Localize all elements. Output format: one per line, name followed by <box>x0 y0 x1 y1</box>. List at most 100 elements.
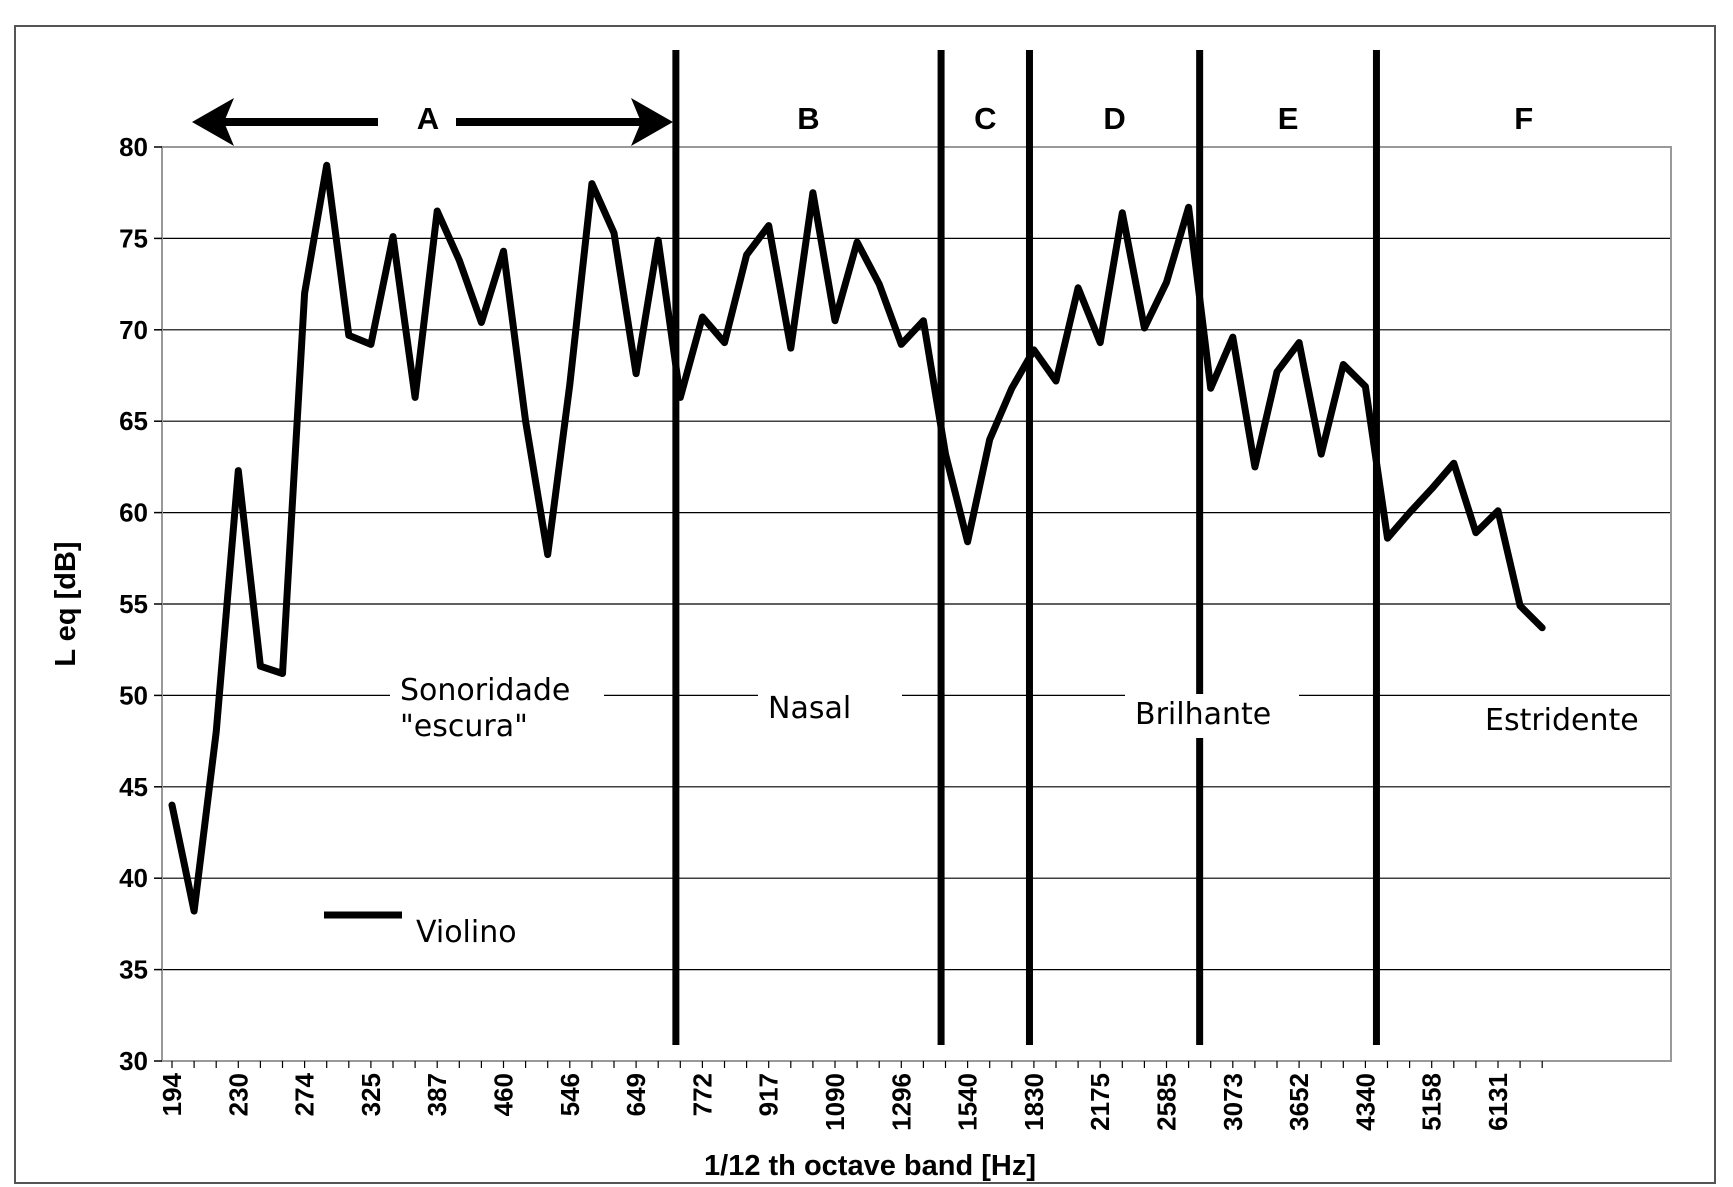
data-point <box>1275 369 1279 374</box>
grid-lines <box>162 237 1671 971</box>
data-point <box>744 252 749 257</box>
data-point <box>1186 205 1191 210</box>
x-tick-label-5158: 5158 <box>1417 1073 1447 1131</box>
y-axis-title: L eq [dB] <box>50 541 82 666</box>
data-point <box>788 346 793 351</box>
x-tick-label-387: 387 <box>422 1073 452 1116</box>
region-label-d: D <box>1103 101 1125 136</box>
data-point <box>280 671 285 676</box>
series-line-violino <box>168 161 1546 915</box>
data-point <box>656 238 661 243</box>
annotation-d: Brilhante <box>1135 697 1271 732</box>
data-point <box>1142 325 1147 330</box>
x-tick-label-1090: 1090 <box>820 1073 850 1131</box>
data-point <box>722 340 727 345</box>
data-point <box>877 282 882 287</box>
x-tick-label-3652: 3652 <box>1284 1073 1314 1131</box>
y-tick-label-75: 75 <box>119 223 148 253</box>
x-tick-label-194: 194 <box>157 1072 187 1116</box>
region-label-b: B <box>797 101 819 136</box>
data-point <box>1341 362 1346 367</box>
data-point <box>1407 510 1412 515</box>
data-point <box>1540 625 1545 630</box>
annotation-a: Sonoridade "escura" <box>400 673 570 744</box>
x-tick-label-2585: 2585 <box>1152 1073 1182 1131</box>
data-point <box>1098 340 1103 345</box>
data-point <box>368 342 373 347</box>
data-point <box>501 249 506 254</box>
data-point <box>479 320 484 325</box>
data-point <box>1496 508 1500 513</box>
x-tick-label-460: 460 <box>489 1073 519 1116</box>
region-label-e: E <box>1278 101 1299 136</box>
region-a-arrow-left-head <box>192 98 234 146</box>
x-tick-label-230: 230 <box>223 1073 253 1116</box>
data-point <box>545 552 550 557</box>
annotation-backing <box>1475 700 1669 744</box>
legend-label: Violino <box>416 915 517 950</box>
data-point <box>192 909 197 914</box>
data-point <box>899 342 904 347</box>
legend: Violino <box>324 911 517 950</box>
data-point <box>413 395 418 400</box>
data-point <box>1009 386 1014 391</box>
data-point <box>457 258 462 263</box>
data-point <box>1473 530 1478 535</box>
y-tick-label-30: 30 <box>119 1046 148 1076</box>
x-tick-label-1540: 1540 <box>953 1073 983 1131</box>
data-point <box>1518 603 1523 608</box>
data-point <box>987 437 992 442</box>
data-point <box>391 234 395 239</box>
data-point <box>810 190 815 195</box>
y-tick-label-70: 70 <box>119 315 148 345</box>
x-tick-label-772: 772 <box>687 1073 717 1116</box>
data-point <box>634 371 639 376</box>
y-tick-label-40: 40 <box>119 863 148 893</box>
region-annotations: Sonoridade "escura" Nasal Brilhante Estriden… <box>390 670 1669 754</box>
y-tick-label-65: 65 <box>119 406 148 436</box>
data-point <box>236 468 241 473</box>
x-tick-label-649: 649 <box>621 1073 651 1116</box>
data-point <box>1319 452 1324 457</box>
x-tick-label-6131: 6131 <box>1483 1073 1513 1131</box>
annotation-backing <box>758 688 902 732</box>
data-point <box>1164 280 1169 285</box>
x-tick-label-4340: 4340 <box>1350 1073 1380 1131</box>
data-point <box>612 230 616 235</box>
y-tick-label-35: 35 <box>119 955 148 985</box>
data-point <box>1076 285 1081 290</box>
data-point <box>324 163 329 168</box>
data-point <box>833 318 837 323</box>
x-tick-label-1830: 1830 <box>1019 1073 1049 1131</box>
y-tick-label-60: 60 <box>119 498 148 528</box>
region-label-c: C <box>974 101 996 136</box>
x-tick-label-274: 274 <box>290 1072 320 1116</box>
y-tick-label-80: 80 <box>119 132 148 162</box>
y-tick-label-50: 50 <box>119 680 148 710</box>
x-tick-label-3073: 3073 <box>1218 1073 1248 1131</box>
data-point <box>1230 335 1235 340</box>
data-point <box>258 664 263 669</box>
region-a-arrow <box>192 98 673 146</box>
y-tick-label-55: 55 <box>119 589 148 619</box>
annotation-backing <box>1125 694 1299 738</box>
x-tick-label-325: 325 <box>356 1073 386 1116</box>
data-point <box>965 539 970 544</box>
x-axis-title: 1/12 th octave band [Hz] <box>704 1150 1036 1182</box>
data-point <box>855 240 860 245</box>
data-point <box>1120 210 1125 215</box>
data-point <box>1297 340 1302 345</box>
data-point <box>1429 486 1434 491</box>
x-tick-label-1296: 1296 <box>886 1073 916 1131</box>
region-dividers <box>672 50 1380 1045</box>
data-point <box>921 318 926 323</box>
x-tick-label-546: 546 <box>555 1073 585 1116</box>
annotation-backing <box>390 670 604 754</box>
region-a-arrow-right-head <box>631 98 673 146</box>
annotation-b: Nasal <box>768 691 851 726</box>
annotation-f: Estridente <box>1485 703 1639 738</box>
data-point <box>1363 384 1368 389</box>
x-tick-label-2175: 2175 <box>1085 1073 1115 1131</box>
data-point <box>1451 461 1456 466</box>
